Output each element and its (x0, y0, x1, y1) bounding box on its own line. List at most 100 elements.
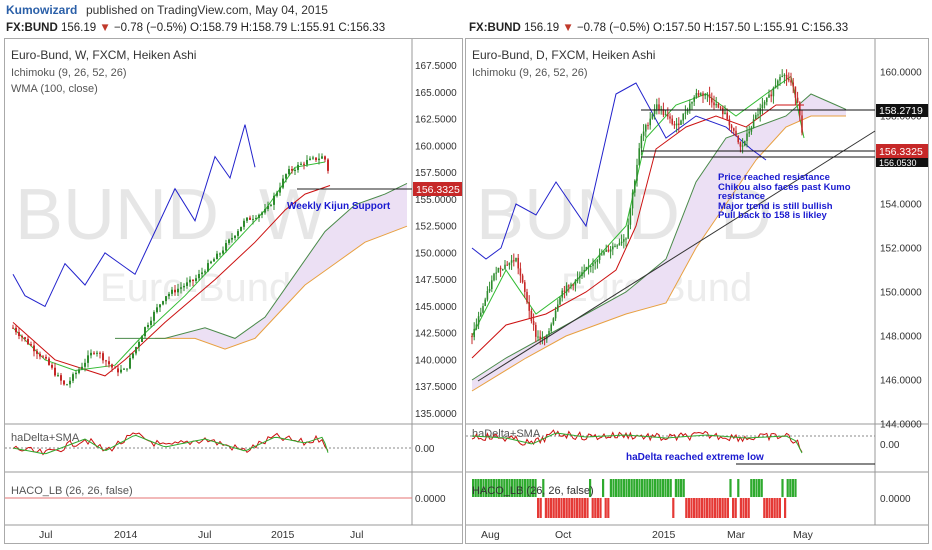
price-tick-label: 140.0000 (415, 355, 457, 366)
haco-up-bar (677, 479, 680, 497)
haco-down-bar (703, 498, 706, 518)
candle-body (117, 368, 119, 373)
haco-down-bar (724, 498, 727, 518)
candle-body (189, 279, 191, 283)
candle-body (792, 82, 794, 87)
haco-down-bar (765, 498, 768, 518)
haco-down-bar (784, 498, 787, 518)
senkou-span-a-line (115, 182, 408, 339)
candle-body (105, 360, 107, 362)
candle-body (583, 269, 585, 273)
candle-body (495, 272, 497, 274)
price-tick-label: 160.0000 (880, 68, 922, 79)
haco-down-bar (599, 498, 602, 518)
right-chart-panel[interactable]: BUND, D Euro-Bund Euro-Bund, D, FXCM, He… (465, 38, 929, 544)
haco-down-bar (771, 498, 774, 518)
left-study-wma[interactable]: WMA (100, close) (11, 83, 98, 95)
candle-body (475, 324, 478, 329)
haco-down-bar (573, 498, 576, 518)
x-tick-label: May (793, 529, 814, 541)
candle-body (300, 163, 302, 165)
price-axis[interactable]: 160.0000158.0000156.0000154.0000152.0000… (880, 68, 922, 431)
left-chart-panel[interactable]: BUND, W Euro-Bund Euro-Bund, W, FXCM, He… (4, 38, 463, 544)
haco-down-bar (693, 498, 696, 518)
left-ind1-label[interactable]: haDelta+SMA (11, 432, 80, 444)
haco-up-bar (529, 479, 532, 497)
candle-body (210, 261, 212, 264)
candle-body (656, 104, 658, 110)
x-tick-label: 2015 (652, 529, 676, 541)
candle-body (614, 245, 616, 247)
haco-up-bar (542, 479, 545, 497)
candle-body (198, 274, 200, 279)
left-chart-svg[interactable]: BUND, W Euro-Bund Euro-Bund, W, FXCM, He… (5, 39, 462, 543)
haco-down-bar (547, 498, 550, 518)
left-ind2-label[interactable]: HACO_LB (26, 26, false) (11, 485, 133, 497)
left-study-ichimoku[interactable]: Ichimoku (9, 26, 52, 26) (11, 67, 127, 79)
candle-body (471, 336, 473, 338)
candle-body (132, 353, 134, 359)
candle-body (482, 306, 484, 313)
candle-body (559, 297, 561, 305)
kumo-cloud (115, 183, 407, 350)
trend-line[interactable] (477, 130, 876, 382)
haco-down-bar (700, 498, 703, 518)
haco-up-bar (760, 479, 763, 497)
candle-body (777, 80, 779, 86)
candle-body (693, 97, 695, 102)
left-symbol[interactable]: FX:BUND (6, 22, 58, 34)
left-chart-title: Euro-Bund, W, FXCM, Heiken Ashi (11, 48, 196, 62)
haco-up-bar (643, 479, 646, 497)
candle-body (315, 157, 317, 161)
right-symbol[interactable]: FX:BUND (469, 22, 521, 34)
x-tick-label: Jul (350, 529, 363, 541)
right-study-ichimoku[interactable]: Ichimoku (9, 26, 52, 26) (472, 67, 588, 79)
right-ind2-value: 0.0000 (880, 494, 911, 505)
price-tick-label: 150.0000 (880, 288, 922, 299)
candle-body (733, 128, 735, 131)
candle-body (168, 293, 170, 297)
haco-up-bar (674, 479, 677, 497)
annotation-line: resistance (718, 191, 765, 202)
candle-body (616, 245, 618, 247)
price-tick-label: 160.0000 (415, 141, 457, 152)
candle-body (673, 124, 676, 126)
right-chart-svg[interactable]: BUND, D Euro-Bund Euro-Bund, D, FXCM, He… (466, 39, 928, 543)
candle-body (15, 327, 17, 333)
candle-body (785, 74, 788, 79)
author-name[interactable]: Kumowizard (6, 3, 78, 17)
candle-body (312, 157, 314, 159)
haco-down-bar (708, 498, 711, 518)
level-price-badge (876, 158, 928, 167)
candle-body (508, 262, 511, 266)
haco-up-bar (750, 479, 753, 497)
candle-body (653, 109, 656, 115)
haco-down-bar (537, 498, 540, 518)
haco-down-bar (594, 498, 597, 518)
candle-body (675, 123, 678, 126)
haco-up-bar (661, 479, 664, 497)
haco-down-bar (719, 498, 722, 518)
haco-down-bar (552, 498, 555, 518)
price-axis[interactable]: 167.5000 165.0000 162.5000 160.0000 157.5000… (415, 61, 457, 420)
candle-body (255, 217, 257, 219)
haco-up-bar (526, 479, 529, 497)
candle-body (488, 289, 491, 292)
right-ind2-label[interactable]: HACO_LB (26, 26, false) (472, 485, 594, 497)
candle-body (770, 94, 772, 97)
candle-body (243, 220, 245, 227)
level-price-badge (876, 104, 928, 117)
candle-body (713, 102, 715, 106)
haco-up-bar (651, 479, 654, 497)
candle-body (177, 288, 179, 293)
x-tick-label: Jul (39, 529, 52, 541)
candle-body (640, 135, 643, 149)
haco-up-bar (667, 479, 670, 497)
candle-body (750, 127, 753, 132)
candle-body (273, 195, 275, 205)
haco-up-bar (648, 479, 651, 497)
haco-up-bar (503, 479, 506, 497)
price-tick-label: 148.0000 (880, 332, 922, 343)
candle-body (207, 263, 209, 272)
right-quote-bar: FX:BUND 156.19 ▼ −0.78 (−0.5%) O:157.50 … (469, 22, 848, 34)
